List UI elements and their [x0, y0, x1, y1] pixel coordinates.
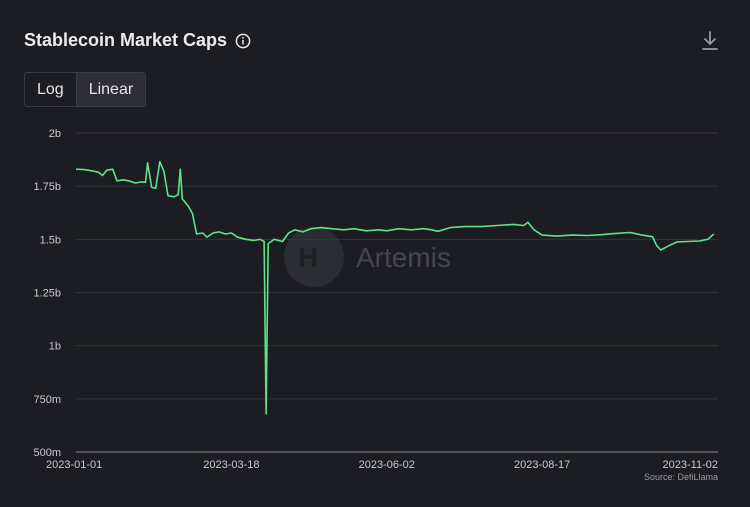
page-title: Stablecoin Market Caps — [24, 30, 228, 50]
y-axis: 2b 1.75b 1.5b 1.25b 1b 750m 500m — [33, 128, 61, 459]
y-tick-label: 1b — [49, 341, 61, 353]
y-tick-label: 1.5b — [40, 234, 61, 246]
download-icon[interactable] — [700, 30, 720, 52]
chart-header: Stablecoin Market Caps — [24, 30, 251, 51]
x-tick-label: 2023-06-02 — [359, 459, 415, 471]
chart-grid — [76, 132, 718, 453]
x-tick-label: 2023-03-18 — [203, 459, 259, 471]
y-tick-label: 1.75b — [33, 181, 61, 193]
x-axis: 2023-01-01 2023-03-18 2023-06-02 2023-08-17… — [46, 459, 718, 471]
watermark-text: Artemis — [356, 242, 451, 273]
x-tick-label: 2023-01-01 — [46, 459, 102, 471]
info-icon[interactable] — [235, 33, 251, 49]
scale-toggle: Log Linear — [24, 72, 147, 107]
series-layer — [75, 160, 715, 415]
source-note: Source: DefiLlama — [644, 472, 718, 482]
series-line[interactable] — [75, 160, 715, 415]
artemis-logo-mark: H — [298, 242, 318, 273]
log-button[interactable]: Log — [37, 81, 64, 98]
y-tick-label: 1.25b — [33, 288, 61, 300]
x-tick-label: 2023-11-02 — [663, 459, 718, 471]
y-tick-label: 750m — [33, 394, 61, 406]
artemis-logo — [284, 227, 344, 287]
y-tick-label: 500m — [33, 447, 61, 459]
y-tick-label: 2b — [49, 128, 61, 140]
linear-button[interactable]: Linear — [75, 73, 146, 106]
x-tick-label: 2023-08-17 — [514, 459, 570, 471]
watermark: H Artemis — [284, 227, 451, 287]
